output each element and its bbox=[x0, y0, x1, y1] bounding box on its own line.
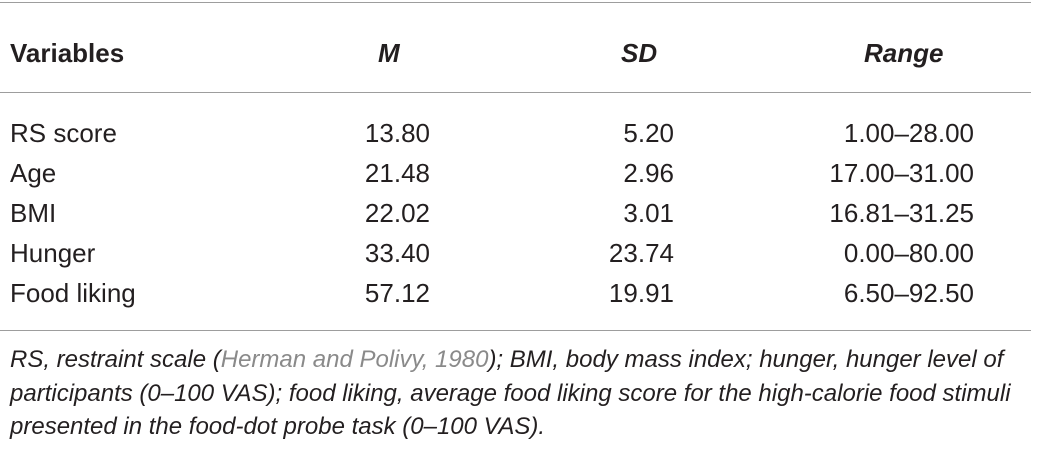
row-mean: 22.02 bbox=[364, 198, 430, 228]
row-variable: RS score bbox=[10, 118, 117, 148]
table-bottom-rule bbox=[0, 330, 1031, 331]
row-mean: 33.40 bbox=[364, 238, 430, 268]
row-range: 17.00–31.00 bbox=[829, 158, 974, 188]
header-range: Range bbox=[864, 38, 944, 68]
row-sd: 19.91 bbox=[608, 278, 674, 308]
row-sd: 23.74 bbox=[608, 238, 674, 268]
row-range: 16.81–31.25 bbox=[829, 198, 974, 228]
footnote-text-end: ); BMI, body mass index; hunger, hunger … bbox=[10, 346, 1011, 440]
row-variable: Age bbox=[10, 158, 57, 188]
header-sd: SD bbox=[621, 38, 658, 68]
row-mean: 21.48 bbox=[364, 158, 430, 188]
table-top-rule bbox=[0, 2, 1031, 3]
header-rule bbox=[0, 92, 1031, 93]
footnote-citation-link[interactable]: Herman and Polivy, 1980 bbox=[220, 346, 489, 373]
footnote-text-start: RS, restraint scale ( bbox=[10, 346, 221, 373]
row-variable: Hunger bbox=[10, 238, 96, 268]
header-m: M bbox=[378, 38, 400, 68]
row-variable: BMI bbox=[10, 198, 57, 228]
row-range: 6.50–92.50 bbox=[843, 278, 974, 308]
row-range: 0.00–80.00 bbox=[843, 238, 974, 268]
header-variables: Variables bbox=[10, 38, 125, 68]
row-sd: 3.01 bbox=[623, 198, 674, 228]
row-range: 1.00–28.00 bbox=[843, 118, 974, 148]
row-mean: 13.80 bbox=[364, 118, 430, 148]
row-sd: 2.96 bbox=[623, 158, 674, 188]
row-mean: 57.12 bbox=[364, 278, 430, 308]
row-variable: Food liking bbox=[10, 278, 136, 308]
table-footnote: RS, restraint scale (Herman and Polivy, … bbox=[10, 343, 1020, 444]
row-sd: 5.20 bbox=[623, 118, 674, 148]
